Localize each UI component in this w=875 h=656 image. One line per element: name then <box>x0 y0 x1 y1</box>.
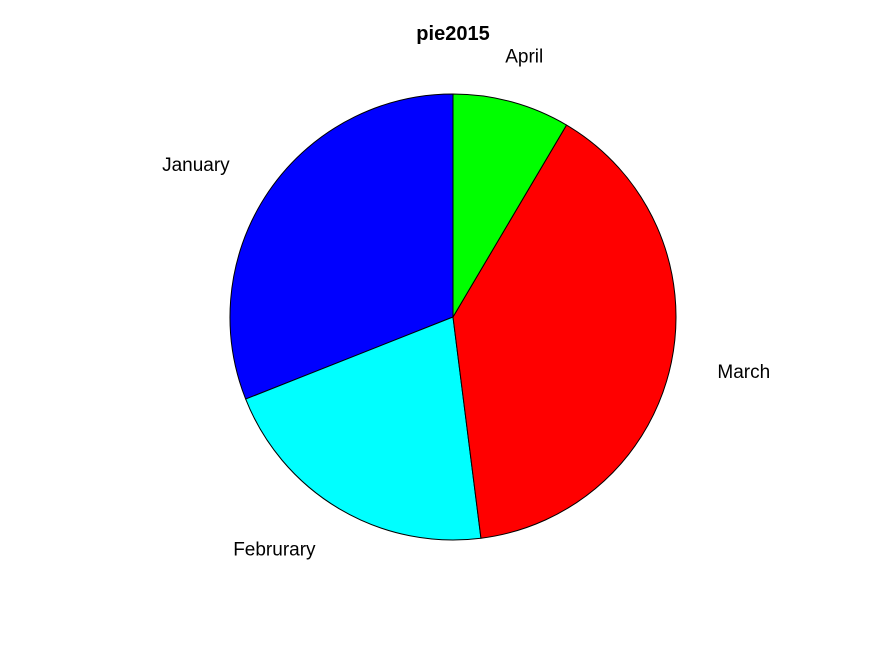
slice-label-march: March <box>717 362 770 383</box>
pie-slice-march <box>452 124 677 539</box>
pie-slice-january <box>229 93 454 400</box>
chart-title: pie2015 <box>416 23 489 45</box>
pie-slices <box>229 93 677 541</box>
slice-label-februrary: Februrary <box>233 539 316 560</box>
slice-label-april: April <box>505 47 543 68</box>
slice-label-january: January <box>162 155 230 176</box>
pie-slice-februrary <box>245 316 482 541</box>
pie-slice-april <box>452 93 568 318</box>
slice-labels: January Februrary March April <box>162 47 770 561</box>
